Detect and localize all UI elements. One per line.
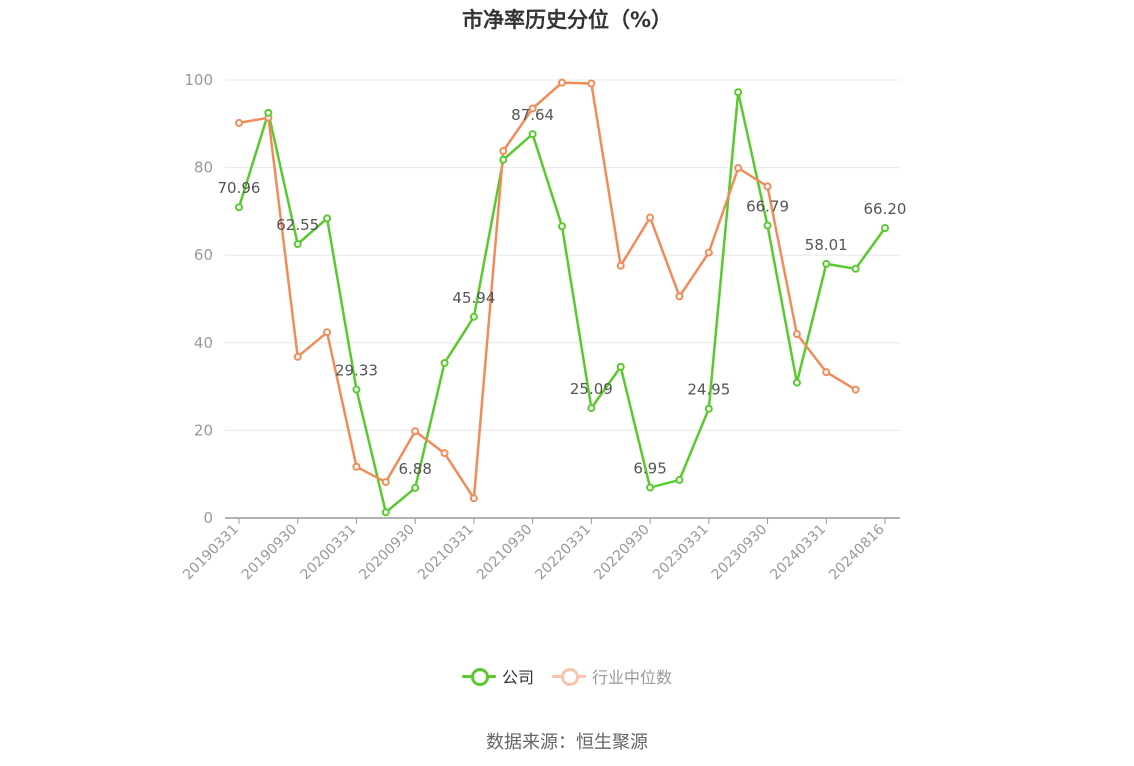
- data-label: 87.64: [511, 106, 554, 124]
- series-line-company: [237, 91, 887, 514]
- data-point-company: [264, 108, 273, 117]
- data-point-company: [235, 203, 243, 212]
- data-label: 70.96: [218, 179, 261, 197]
- data-point-industry: [293, 352, 302, 361]
- data-point-industry: [734, 164, 743, 173]
- series-line-industry: [238, 81, 857, 500]
- data-point-company: [822, 259, 831, 268]
- y-tick-label: 80: [194, 159, 213, 177]
- x-tick-label: 20190930: [239, 522, 301, 584]
- data-label: 66.20: [864, 200, 907, 218]
- data-point-company: [528, 130, 537, 139]
- data-label-layer: 70.96 62.55 29.33 6.88 45.94 87.64 25.09 6.95 24…: [218, 106, 907, 478]
- y-tick-label: 40: [194, 334, 213, 352]
- data-point-industry: [528, 104, 537, 113]
- data-point-industry: [704, 248, 713, 257]
- data-point-industry: [675, 292, 684, 301]
- series-layer: [235, 78, 889, 517]
- data-point-industry: [763, 182, 772, 191]
- data-point-industry: [822, 368, 831, 377]
- x-tick-label: 20220930: [591, 522, 653, 584]
- x-tick-label: 20200331: [298, 522, 360, 584]
- x-tick-label: 20210930: [474, 522, 536, 584]
- data-point-industry: [851, 385, 860, 394]
- data-point-industry: [646, 213, 655, 222]
- data-point-company: [323, 214, 332, 223]
- data-point-company: [734, 88, 743, 97]
- legend: 公司 行业中位数: [0, 664, 1134, 688]
- data-point-company: [792, 378, 801, 387]
- source-text: 数据来源：恒生聚源: [486, 732, 648, 753]
- data-label: 29.33: [335, 362, 378, 380]
- data-label: 66.79: [746, 197, 789, 215]
- data-point-industry: [440, 449, 449, 458]
- data-point-company: [646, 483, 655, 492]
- data-point-industry: [587, 79, 596, 88]
- data-point-company: [763, 221, 772, 230]
- data-point-company: [499, 155, 508, 164]
- data-point-industry: [616, 261, 625, 270]
- data-point-industry: [381, 478, 390, 487]
- data-point-company: [851, 264, 860, 273]
- data-point-industry: [792, 330, 801, 339]
- x-tick-label: 20240331: [767, 522, 829, 584]
- data-point-company: [469, 312, 478, 321]
- legend-industry-label: 行业中位数: [592, 668, 673, 687]
- y-tick-label: 0: [203, 509, 213, 527]
- data-point-industry: [469, 494, 478, 503]
- data-point-industry: [352, 462, 361, 471]
- legend-item-company[interactable]: 公司: [461, 664, 534, 688]
- data-label: 62.55: [276, 216, 319, 234]
- y-tick-label: 20: [194, 421, 213, 439]
- data-point-company: [293, 240, 302, 249]
- data-point-industry: [499, 146, 508, 155]
- chart-title: 市净率历史分位（%）: [461, 8, 673, 32]
- x-axis: 2019033120190930202003312020093020210331…: [180, 517, 900, 584]
- data-point-company: [381, 508, 390, 517]
- data-point-industry: [235, 118, 243, 127]
- x-tick-label: 20200930: [356, 522, 418, 584]
- data-label: 6.88: [398, 460, 431, 478]
- data-point-company: [616, 362, 625, 371]
- legend-item-industry[interactable]: 行业中位数: [552, 664, 672, 688]
- grid-layer: 0 20 40 60 80 100: [184, 71, 900, 527]
- legend-company-marker-icon: [461, 666, 496, 686]
- x-tick-label: 20190331: [180, 522, 242, 584]
- data-label: 25.09: [570, 380, 613, 398]
- data-point-company: [881, 224, 889, 233]
- x-tick-label: 20220331: [532, 522, 594, 584]
- x-tick-label: 20230930: [709, 522, 771, 584]
- data-label: 6.95: [633, 460, 666, 478]
- x-tick-label: 20210331: [415, 522, 477, 584]
- data-point-company: [411, 483, 420, 492]
- y-tick-label: 100: [184, 71, 213, 89]
- data-point-company: [558, 222, 566, 231]
- data-label: 45.94: [452, 289, 495, 307]
- data-point-company: [440, 358, 449, 367]
- y-tick-label: 60: [194, 246, 213, 264]
- data-label: 24.95: [687, 381, 730, 399]
- data-label: 58.01: [805, 236, 848, 254]
- data-point-company: [704, 404, 713, 413]
- data-point-industry: [323, 328, 332, 337]
- data-point-company: [675, 475, 684, 484]
- data-point-industry: [411, 427, 420, 436]
- x-tick-label: 20230331: [650, 522, 712, 584]
- data-point-company: [587, 404, 596, 413]
- legend-company-label: 公司: [501, 668, 534, 687]
- data-point-company: [352, 385, 361, 394]
- x-tick-label: 20240816: [826, 521, 888, 583]
- data-point-industry: [558, 78, 566, 87]
- legend-industry-marker-icon: [552, 666, 586, 686]
